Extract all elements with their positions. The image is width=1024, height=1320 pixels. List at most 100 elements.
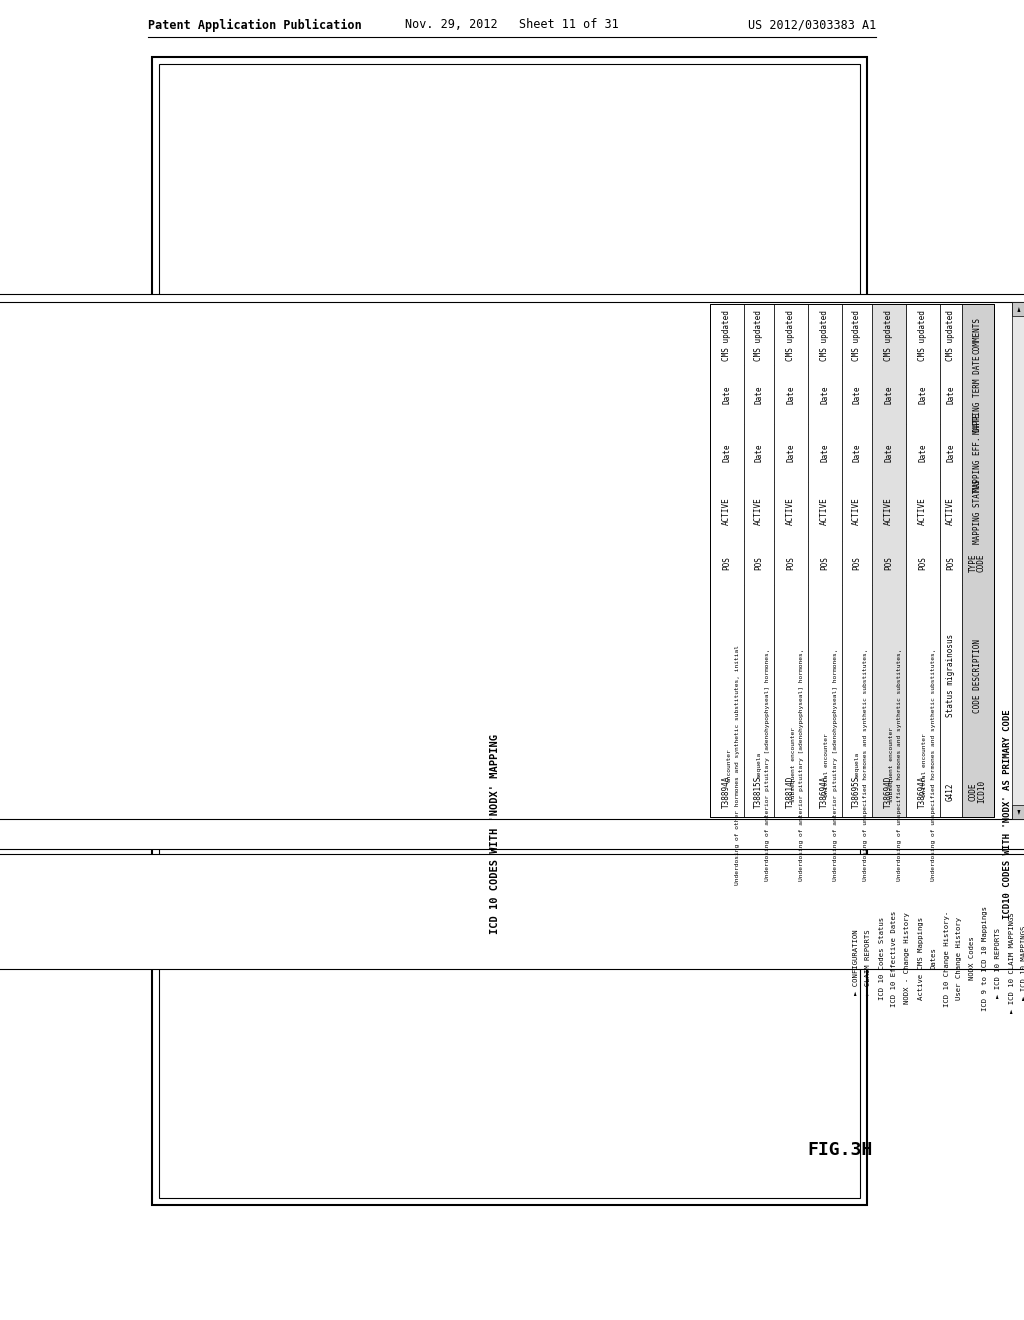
Text: Date: Date [884, 385, 893, 404]
Text: ICD 10 Codes Status: ICD 10 Codes Status [879, 917, 885, 1001]
Text: CODE: CODE [977, 553, 986, 572]
Text: POS: POS [820, 556, 829, 570]
Text: encounter: encounter [726, 748, 731, 781]
Text: ICD 10 Effective Dates: ICD 10 Effective Dates [892, 911, 897, 1007]
Text: Date: Date [946, 385, 955, 404]
Text: ACTIVE: ACTIVE [722, 498, 731, 525]
Text: subsequent encounter: subsequent encounter [889, 727, 894, 803]
Text: ICD10: ICD10 [977, 780, 986, 803]
Text: CODE: CODE [969, 783, 978, 801]
Text: ACTIVE: ACTIVE [918, 498, 927, 525]
Text: CMS updated: CMS updated [918, 310, 927, 360]
Bar [0, 301, 1024, 818]
Text: COMMENTS: COMMENTS [973, 317, 982, 354]
Text: ► ICD 10 MAPPINGS: ► ICD 10 MAPPINGS [1022, 925, 1024, 999]
Text: TYPE: TYPE [969, 553, 978, 572]
Text: Underdosing of unspecified hormones and synthetic substitutes,: Underdosing of unspecified hormones and … [863, 648, 868, 880]
Text: subsequent encounter: subsequent encounter [791, 727, 796, 803]
Text: ACTIVE: ACTIVE [820, 498, 829, 525]
Text: POS: POS [722, 556, 731, 570]
Text: NODX - Change History: NODX - Change History [904, 912, 910, 1005]
Text: Nov. 29, 2012   Sheet 11 of 31: Nov. 29, 2012 Sheet 11 of 31 [406, 18, 618, 32]
Text: MAPPING EFF. DATE: MAPPING EFF. DATE [973, 413, 982, 492]
Text: T38694D: T38694D [884, 775, 893, 808]
Text: Date: Date [918, 444, 927, 462]
Text: Date: Date [852, 444, 861, 462]
Text: Underdosing of anterior pituitary [adenohypophyseal] hormones,: Underdosing of anterior pituitary [adeno… [834, 648, 839, 880]
Text: sequela: sequela [757, 751, 762, 777]
Bar [0, 854, 1024, 969]
Text: ICD 10 CODES WITH 'NODX' MAPPING: ICD 10 CODES WITH 'NODX' MAPPING [490, 734, 501, 933]
Text: CMS updated: CMS updated [722, 310, 731, 360]
Text: CMS updated: CMS updated [852, 310, 861, 360]
Bar [1012, 804, 1024, 818]
Text: Date: Date [852, 385, 861, 404]
Text: G412: G412 [946, 783, 955, 801]
Bar [1012, 301, 1024, 818]
Text: POS: POS [946, 556, 955, 570]
Text: T38814D: T38814D [786, 775, 795, 808]
Text: T38815S: T38815S [754, 775, 763, 808]
Text: T38695S: T38695S [852, 775, 861, 808]
Text: CODE DESCRIPTION: CODE DESCRIPTION [973, 639, 982, 713]
Text: Underdosing of unspecified hormones and synthetic substitutes,: Underdosing of unspecified hormones and … [932, 648, 937, 880]
Bar [0, 293, 1024, 849]
Text: ICD 10 Change History-: ICD 10 Change History- [943, 911, 949, 1007]
Text: Dates: Dates [931, 948, 937, 969]
Text: POS: POS [918, 556, 927, 570]
Text: NODX Codes: NODX Codes [970, 937, 976, 981]
Text: Date: Date [820, 444, 829, 462]
Text: initial encounter: initial encounter [923, 733, 928, 796]
Text: ► ICD 10 REPORTS: ► ICD 10 REPORTS [995, 928, 1001, 998]
Bar [159, 63, 860, 1199]
Bar [152, 57, 867, 1205]
Text: Date: Date [754, 385, 763, 404]
Text: ◄: ◄ [1015, 809, 1024, 814]
Text: Date: Date [820, 385, 829, 404]
Text: ► CONFIGURATION: ► CONFIGURATION [853, 929, 858, 995]
Text: User Change History: User Change History [956, 917, 963, 1001]
Text: CMS updated: CMS updated [820, 310, 829, 360]
Text: Underdosing of anterior pituitary [adenohypophyseal] hormones,: Underdosing of anterior pituitary [adeno… [766, 648, 770, 880]
Text: Underdosing of unspecified hormones and synthetic substitutes,: Underdosing of unspecified hormones and … [897, 648, 902, 880]
Bar [905, 304, 939, 817]
Text: ► CLAIM REPORTS: ► CLAIM REPORTS [865, 929, 871, 995]
Text: Date: Date [722, 444, 731, 462]
Text: ACTIVE: ACTIVE [754, 498, 763, 525]
Text: ACTIVE: ACTIVE [786, 498, 795, 525]
Text: T38894A: T38894A [722, 775, 731, 808]
Bar [871, 304, 905, 817]
Text: Date: Date [946, 444, 955, 462]
Text: ACTIVE: ACTIVE [946, 498, 955, 525]
Bar [962, 304, 993, 817]
Text: initial encounter: initial encounter [824, 733, 829, 796]
Text: Date: Date [884, 444, 893, 462]
Text: POS: POS [786, 556, 795, 570]
Text: Date: Date [754, 444, 763, 462]
Text: ► ICD 10 CLAIM MAPPINGS: ► ICD 10 CLAIM MAPPINGS [1009, 912, 1015, 1012]
Text: ACTIVE: ACTIVE [884, 498, 893, 525]
Text: Status migrainosus: Status migrainosus [946, 634, 955, 718]
Bar [842, 304, 871, 817]
Text: Underdosing of other hormones and synthetic substitutes, initial: Underdosing of other hormones and synthe… [735, 644, 740, 884]
Text: Underdosing of anterior pituitary [adenohypophyseal] hormones,: Underdosing of anterior pituitary [adeno… [800, 648, 805, 880]
Text: CMS updated: CMS updated [884, 310, 893, 360]
Text: Active CMS Mappings: Active CMS Mappings [918, 917, 924, 1001]
Text: Date: Date [786, 385, 795, 404]
Text: CMS updated: CMS updated [786, 310, 795, 360]
Text: CMS updated: CMS updated [754, 310, 763, 360]
Bar [808, 304, 842, 817]
Bar [710, 304, 993, 817]
Text: MAPPING TERM DATE: MAPPING TERM DATE [973, 355, 982, 434]
Text: Date: Date [918, 385, 927, 404]
Text: US 2012/0303383 A1: US 2012/0303383 A1 [748, 18, 876, 32]
Text: ACTIVE: ACTIVE [852, 498, 861, 525]
Text: ►: ► [1015, 306, 1024, 312]
Bar [939, 304, 962, 817]
Text: Patent Application Publication: Patent Application Publication [148, 18, 361, 32]
Text: CMS updated: CMS updated [946, 310, 955, 360]
Text: ICD10 CODES WITH 'NODX' AS PRIMARY CODE: ICD10 CODES WITH 'NODX' AS PRIMARY CODE [1004, 710, 1013, 919]
Text: Date: Date [786, 444, 795, 462]
Text: T38694A: T38694A [918, 775, 927, 808]
Text: FIG.3H: FIG.3H [807, 1140, 872, 1159]
